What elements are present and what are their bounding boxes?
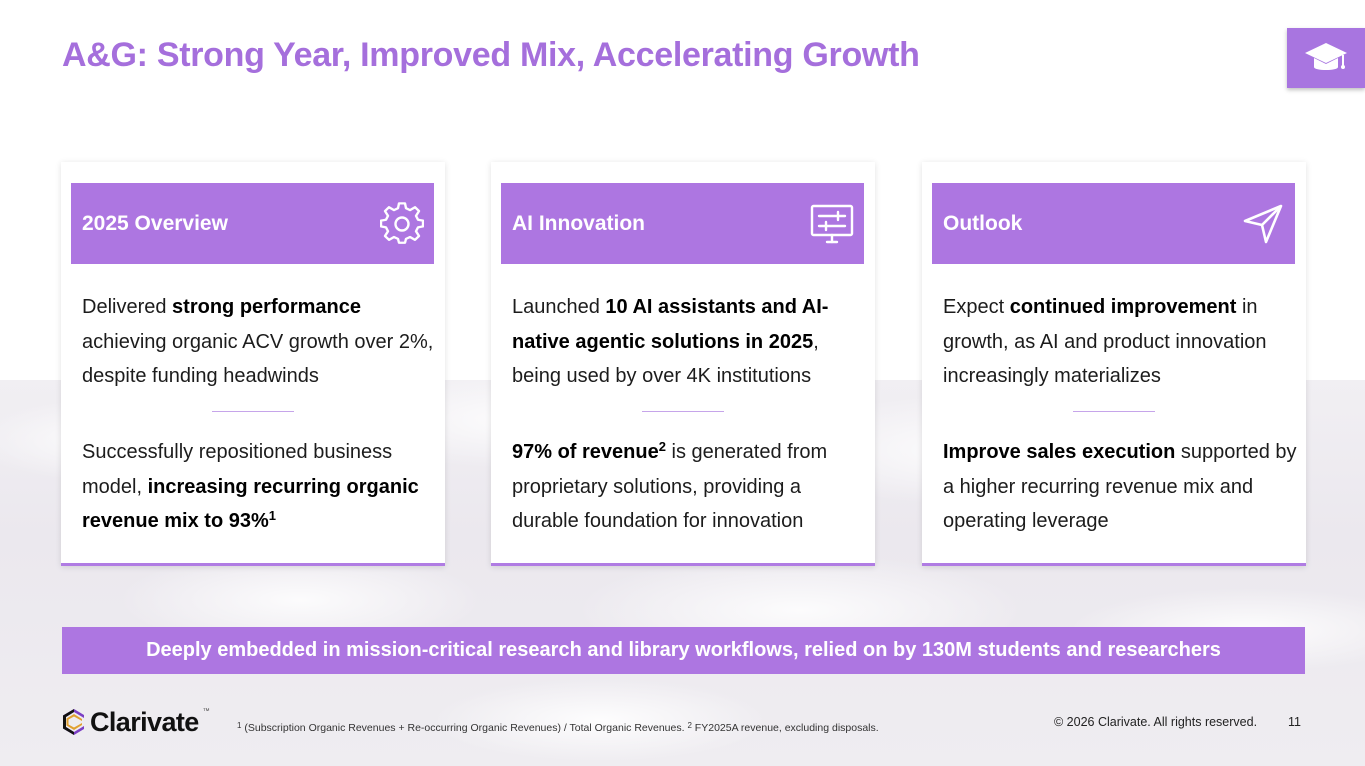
slide-title: A&G: Strong Year, Improved Mix, Accelera… [62, 36, 920, 74]
card-title: Outlook [943, 211, 1023, 235]
logo-trademark: ™ [202, 708, 210, 715]
footnote: 1 (Subscription Organic Revenues + Re-oc… [237, 721, 879, 735]
clarivate-logo: Clarivate ™ [62, 706, 210, 738]
outlook-paragraph-1: Expect continued improvement in growth, … [943, 296, 1267, 387]
send-arrow-icon [1241, 202, 1285, 246]
clarivate-logo-mark-icon [63, 709, 84, 735]
copyright: © 2026 Clarivate. All rights reserved. [1054, 715, 1258, 729]
page-number: 11 [1288, 715, 1301, 729]
ai-paragraph-2: 97% of revenue2 is generated from propri… [512, 439, 828, 532]
card-header: 2025 Overview [71, 183, 434, 264]
divider [642, 411, 724, 412]
card-title: AI Innovation [512, 211, 645, 235]
logo-text: Clarivate [90, 706, 199, 737]
divider [212, 411, 294, 412]
ai-paragraph-1: Launched 10 AI assistants and AI-native … [512, 296, 829, 387]
overview-paragraph-2: Successfully repositioned business model… [82, 441, 419, 532]
card-outlook: Outlook Expect continued improvement in … [922, 162, 1306, 566]
gear-icon [380, 201, 424, 246]
card-2025-overview: 2025 Overview Delivered strong performan… [61, 162, 445, 566]
card-header: Outlook [932, 183, 1295, 264]
overview-paragraph-1: Delivered strong performance achieving o… [82, 296, 434, 387]
graduation-cap-icon [1305, 43, 1347, 70]
card-title: 2025 Overview [82, 211, 228, 235]
summary-banner: Deeply embedded in mission-critical rese… [62, 627, 1305, 674]
outlook-paragraph-2: Improve sales execution supported by a h… [943, 441, 1297, 532]
corner-badge [1287, 28, 1365, 88]
divider [1073, 411, 1155, 412]
card-ai-innovation: AI Innovation Launched 10 AI assistants … [491, 162, 875, 566]
card-header: AI Innovation [501, 183, 864, 264]
monitor-settings-icon [810, 202, 854, 246]
